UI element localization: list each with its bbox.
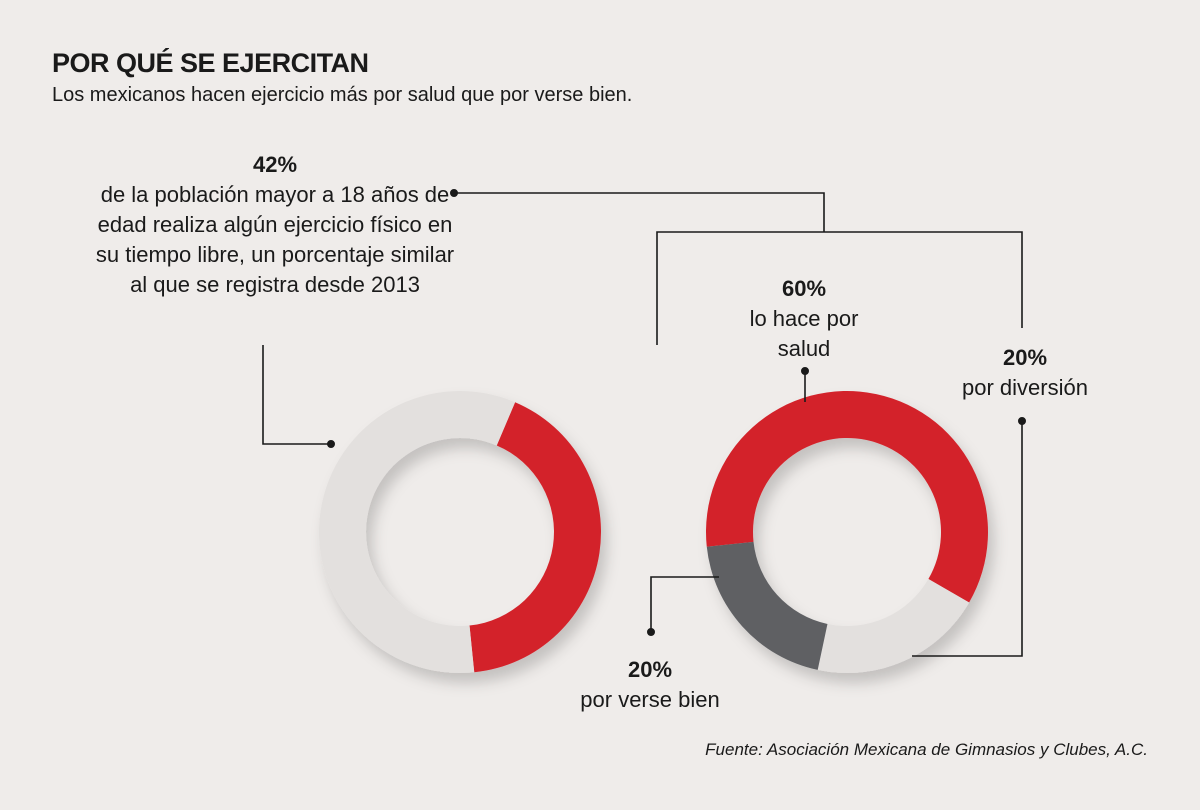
donut-slice-por-verse-bien: [706, 541, 828, 670]
stat-salud-pct: 60%: [781, 276, 827, 301]
stat-verse: 20% por verse bien: [560, 655, 740, 715]
stat-verse-pct: 20%: [627, 657, 673, 682]
bracket-dot: [449, 189, 458, 198]
page-subtitle: Los mexicanos hacen ejercicio más por sa…: [52, 84, 633, 106]
source-note: Fuente: Asociación Mexicana de Gimnasios…: [705, 740, 1148, 759]
leader-line-ejercicio: [262, 345, 331, 445]
donut-slice-por-salud: [705, 391, 988, 603]
leader-dot-ejercicio: [326, 439, 335, 448]
donut-slice-por-diversión: [817, 579, 970, 673]
leader-lines: [262, 189, 1026, 657]
leader-dot-diversion: [1017, 416, 1026, 425]
leader-dot-verse: [646, 627, 655, 636]
stat-salud: 60% lo hace por salud: [724, 274, 884, 364]
bracket-horizontal: [656, 231, 1023, 345]
stat-salud-desc: lo hace por salud: [749, 306, 859, 361]
stat-verse-desc: por verse bien: [580, 687, 720, 712]
leader-line-verse: [650, 576, 719, 632]
stat-diversion-desc: por diversión: [962, 375, 1088, 400]
donut-motivos: [705, 391, 988, 673]
stat-ejercicio-desc: de la población mayor a 18 años de edad …: [95, 182, 455, 297]
leader-line-diversion: [912, 421, 1023, 657]
donut-slice-no-realiza: [319, 390, 516, 673]
leader-dot-salud: [800, 366, 809, 375]
donut-ejercicio: [319, 390, 602, 673]
stat-diversion-pct: 20%: [1002, 345, 1048, 370]
stat-ejercicio-pct: 42%: [252, 152, 298, 177]
donut-slice-realiza-ejercicio: [469, 402, 602, 673]
stat-diversion: 20% por diversión: [920, 343, 1130, 403]
page-title: POR QUÉ SE EJERCITAN: [52, 48, 369, 78]
stat-ejercicio: 42% de la población mayor a 18 años de e…: [90, 150, 460, 300]
bracket-line: [454, 192, 825, 232]
